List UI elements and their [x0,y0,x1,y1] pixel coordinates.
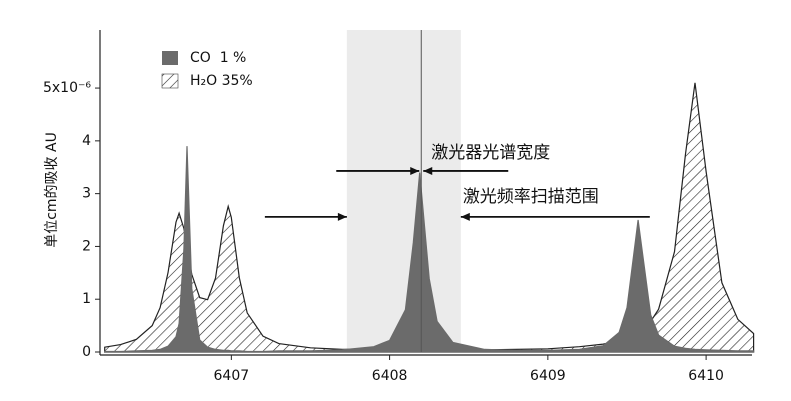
x-tick-label: 6407 [214,368,250,384]
y-tick-label: 1 [82,291,91,307]
legend-label: H₂O 35% [190,73,253,89]
legend-swatch [161,73,179,89]
y-tick-label: 4 [82,133,91,149]
y-tick-label: 2 [82,238,91,254]
arrow-head [460,212,470,221]
arrow-head [423,166,433,175]
arrow-head [410,166,420,175]
legend-label: CO 1 % [190,50,246,66]
annotation: 激光器光谱宽度 [431,143,550,163]
scan-range [346,30,461,352]
x-tick-label: 6410 [688,368,724,384]
legend-swatch [162,51,178,65]
area [104,146,755,353]
x-tick-label: 6408 [372,368,408,384]
annotation: 激光频率扫描范围 [463,187,599,207]
arrow-head [337,212,347,221]
y-tick-label: 0 [82,344,91,360]
y-tick-label: 3 [82,186,91,202]
y-axis-label: 单位cm的吸收 AU [44,132,60,248]
y-tick-label: 5x10⁻⁶ [43,80,91,96]
x-tick-label: 6409 [530,368,566,384]
